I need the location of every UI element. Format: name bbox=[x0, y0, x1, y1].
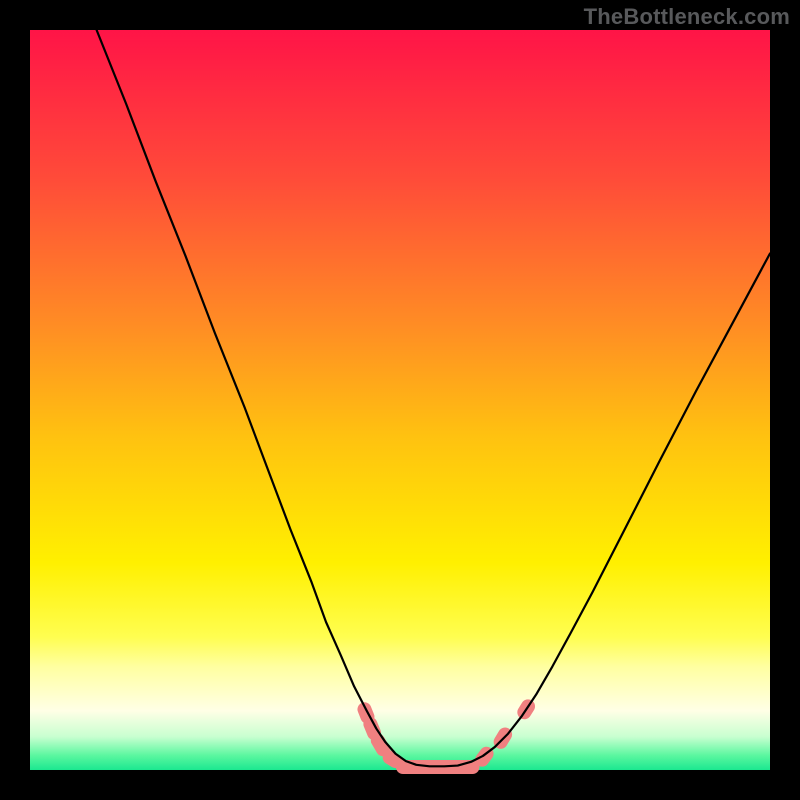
watermark-text: TheBottleneck.com bbox=[584, 4, 790, 30]
highlight-segment bbox=[378, 740, 383, 749]
highlight-segment bbox=[390, 757, 396, 761]
bottleneck-chart bbox=[0, 0, 800, 800]
chart-frame: TheBottleneck.com bbox=[0, 0, 800, 800]
